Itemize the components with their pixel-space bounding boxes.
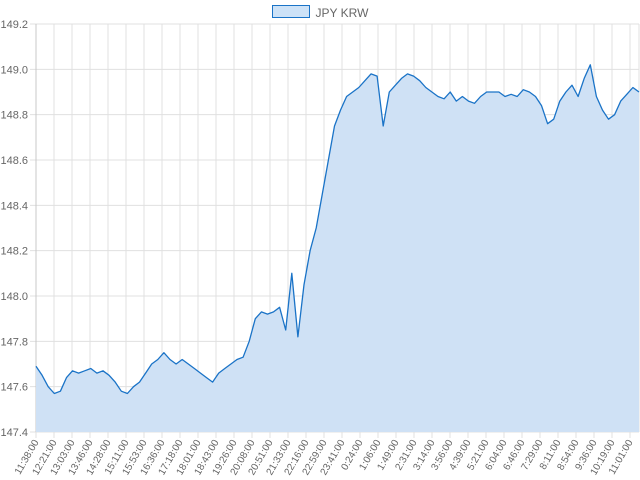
- legend-label: JPY KRW: [315, 6, 369, 20]
- y-tick-label: 148.0: [0, 291, 28, 303]
- y-axis-ticks: 147.4 147.6 147.8 148.0 148.2 148.4 148.6 148.8…: [0, 19, 28, 439]
- y-tick-label: 147.6: [0, 382, 28, 394]
- y-tick-label: 149.0: [0, 64, 28, 76]
- y-tick-label: 148.8: [0, 110, 28, 122]
- legend-swatch: [271, 5, 310, 18]
- data-area: [35, 64, 640, 433]
- chart-legend[interactable]: JPY KRW: [0, 5, 640, 20]
- y-tick-label: 148.6: [0, 155, 28, 167]
- y-tick-label: 147.4: [0, 427, 28, 439]
- y-tick-label: 147.8: [0, 336, 28, 348]
- y-tick-label: 148.2: [0, 246, 28, 258]
- series-area-fill: [36, 64, 639, 433]
- series-line: [35, 64, 640, 395]
- y-tick-label: 149.2: [0, 19, 28, 31]
- x-axis-ticks: 11:38:0012:21:0013:03:0013:46:0014:28:00…: [13, 438, 636, 478]
- y-tick-label: 148.4: [0, 200, 28, 212]
